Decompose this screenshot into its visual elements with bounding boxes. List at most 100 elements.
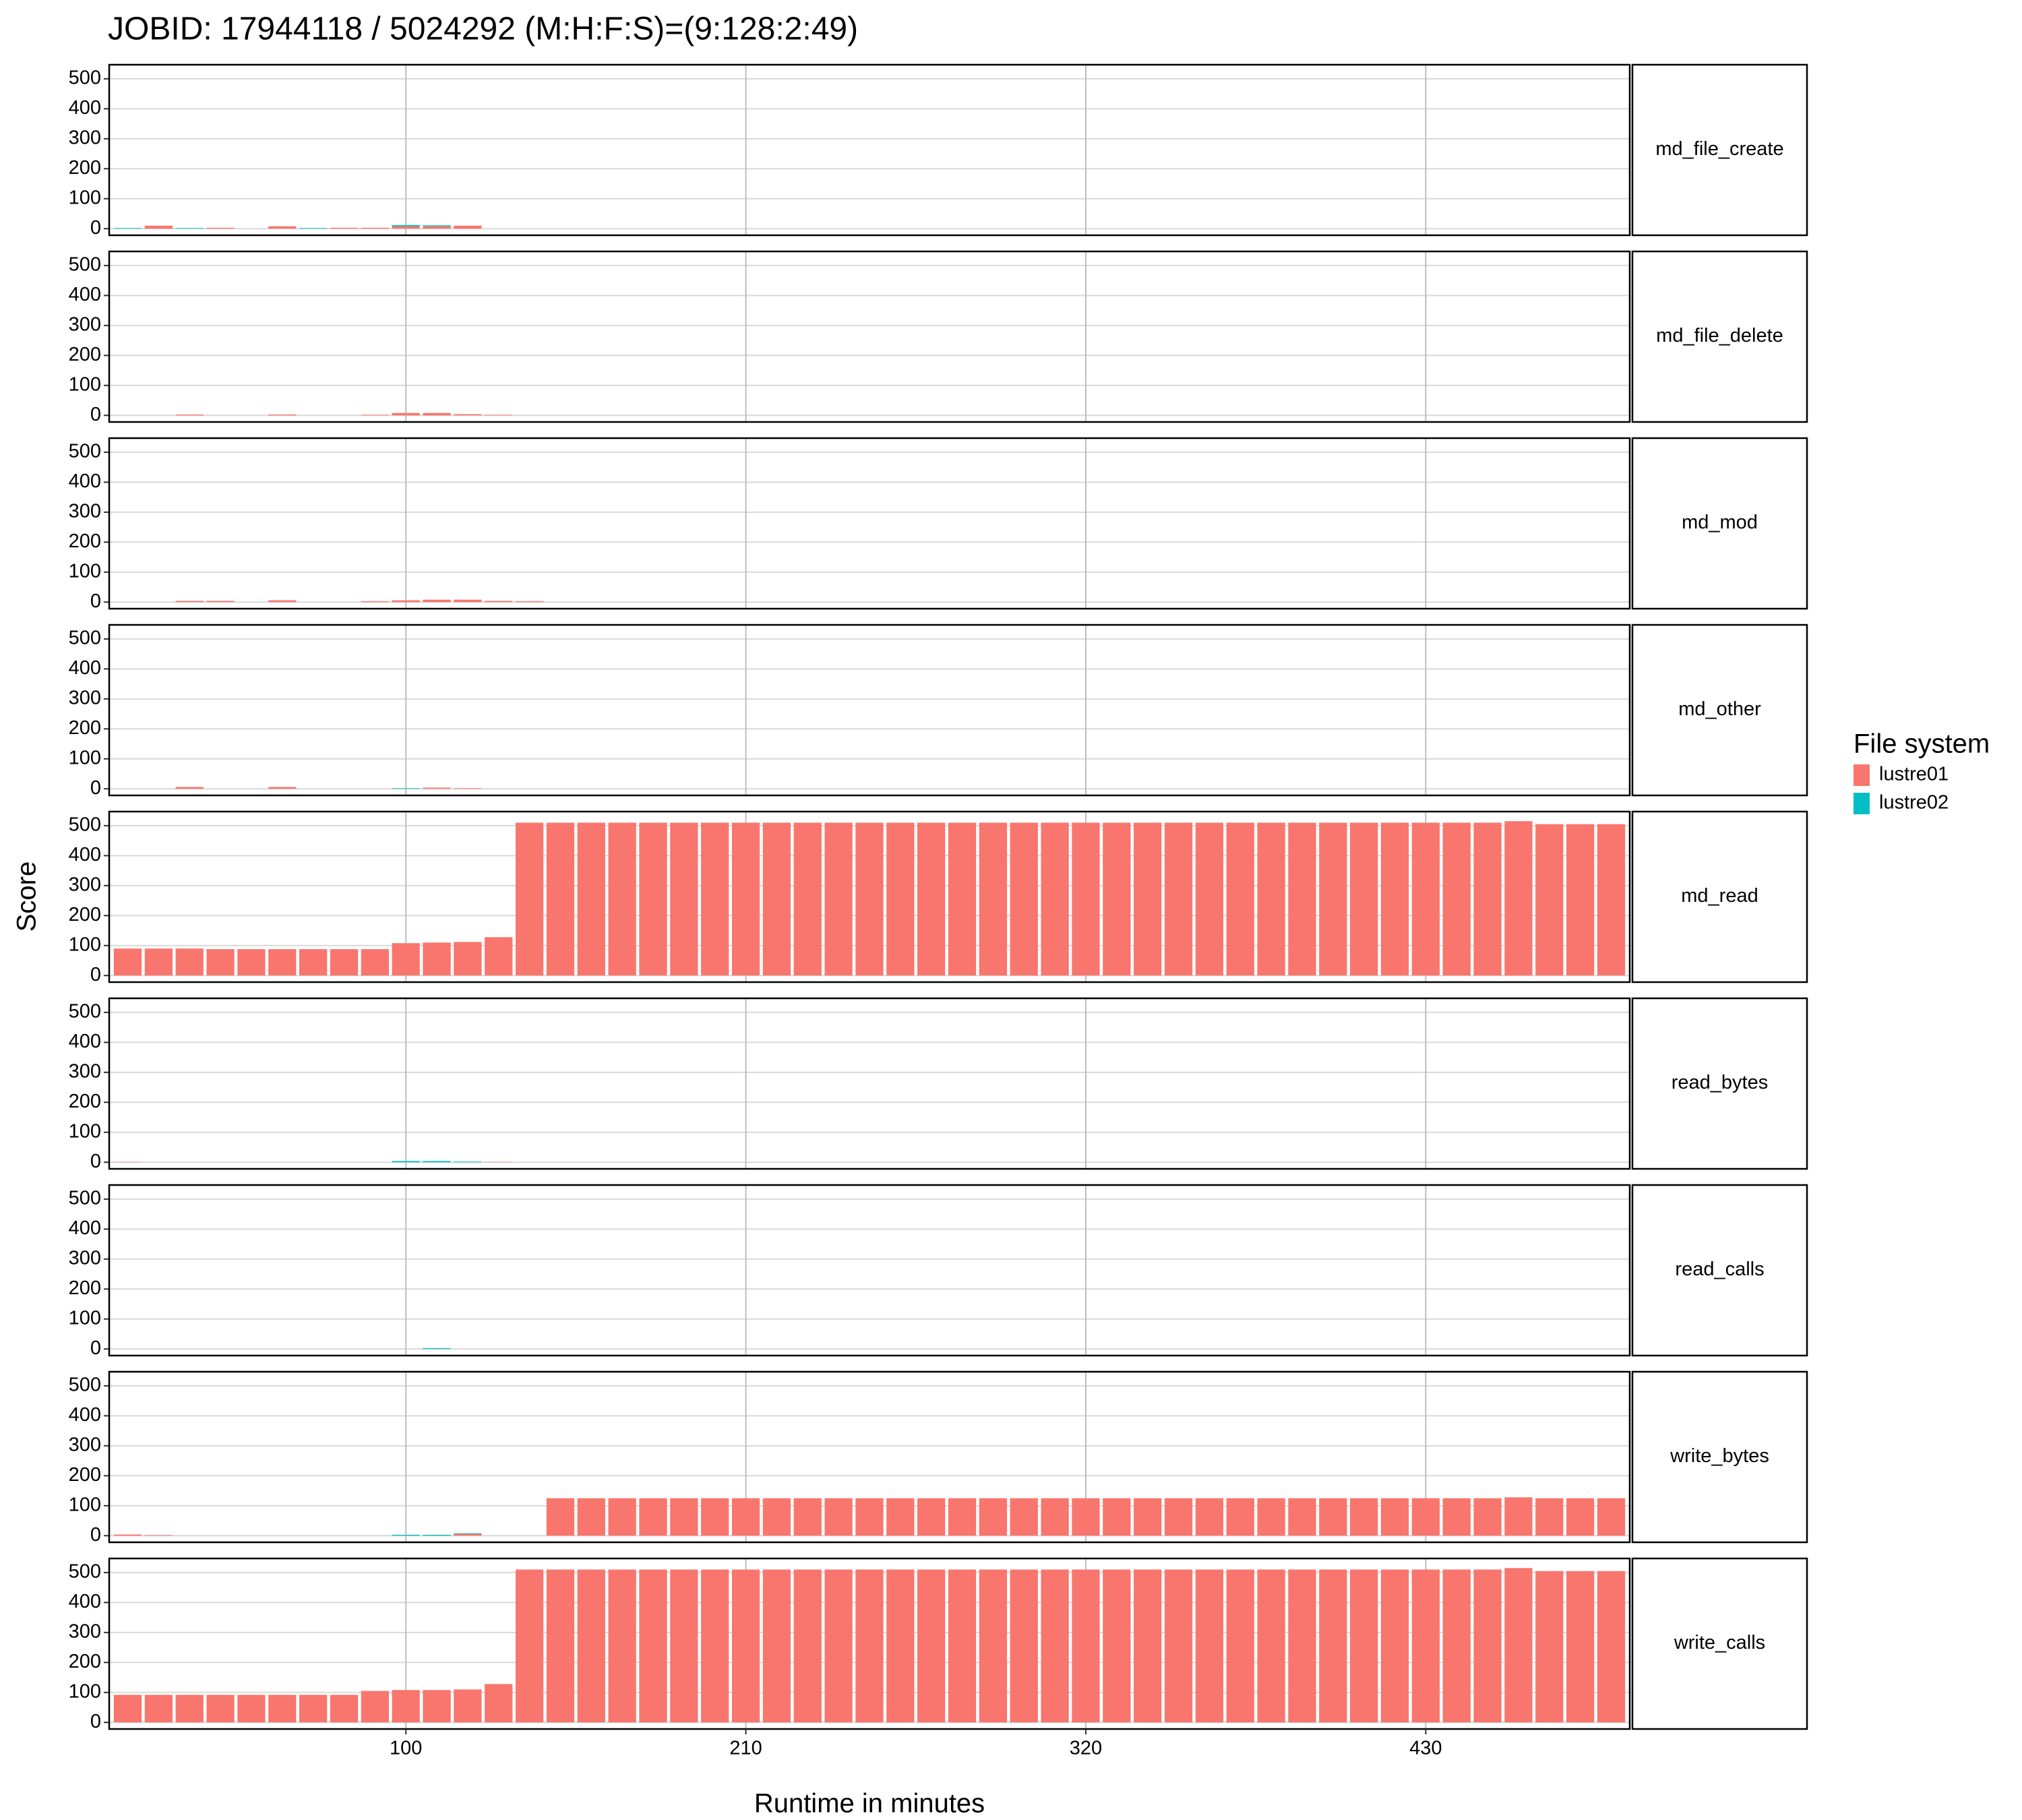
- strip-label: md_file_delete: [1656, 325, 1783, 346]
- x-tick-label: 100: [390, 1738, 422, 1759]
- bar: [1164, 822, 1193, 976]
- bar: [144, 948, 173, 976]
- bar: [917, 822, 946, 976]
- bar: [1195, 822, 1224, 976]
- bar: [1010, 822, 1038, 976]
- bar: [423, 599, 451, 603]
- y-tick-label: 300: [69, 874, 101, 895]
- bar: [175, 228, 204, 229]
- y-tick-label: 0: [90, 590, 101, 612]
- bar: [1442, 1498, 1471, 1536]
- y-tick-label: 500: [69, 1561, 101, 1583]
- y-tick-label: 400: [69, 284, 101, 305]
- strip-label: md_read: [1681, 885, 1758, 907]
- strip: [1631, 250, 1808, 423]
- bar: [237, 949, 266, 976]
- y-tick-label: 300: [69, 687, 101, 708]
- bar: [1103, 1498, 1131, 1536]
- bar: [1195, 1498, 1224, 1536]
- bar: [330, 949, 359, 976]
- bar: [144, 1695, 173, 1723]
- bar: [1380, 822, 1409, 976]
- y-tick-label: 500: [69, 628, 101, 649]
- bar: [979, 1498, 1008, 1536]
- bar: [392, 413, 420, 416]
- bar: [175, 1695, 204, 1723]
- bar: [113, 1534, 142, 1536]
- bar: [423, 1347, 451, 1349]
- bar: [824, 822, 853, 976]
- bar: [206, 1695, 235, 1723]
- y-tick-label: 200: [69, 530, 101, 552]
- bar: [1504, 821, 1533, 976]
- bar: [237, 1695, 266, 1723]
- bar: [515, 601, 544, 603]
- y-tick-label: 500: [69, 67, 101, 89]
- bar: [423, 1161, 451, 1163]
- bar: [1288, 1569, 1316, 1723]
- y-tick-label: 0: [90, 404, 101, 425]
- y-tick-label: 400: [69, 1217, 101, 1239]
- bar: [268, 600, 297, 603]
- bar: [1504, 1497, 1533, 1536]
- bar: [701, 1498, 729, 1536]
- bar: [361, 949, 389, 976]
- bar: [793, 822, 822, 976]
- strip-label: write_bytes: [1669, 1445, 1769, 1467]
- bar: [1411, 1569, 1440, 1723]
- panel-border: [108, 624, 1631, 797]
- panel-border: [108, 437, 1631, 610]
- bar: [113, 228, 142, 229]
- y-tick-label: 400: [69, 471, 101, 492]
- y-tick-label: 0: [90, 1337, 101, 1359]
- y-tick-label: 400: [69, 1031, 101, 1052]
- bar: [1134, 1569, 1162, 1723]
- bar: [886, 1498, 915, 1536]
- bar: [1350, 822, 1378, 976]
- bar: [670, 1569, 698, 1723]
- y-tick-label: 500: [69, 814, 101, 836]
- bar: [639, 1569, 667, 1723]
- legend-key: [1854, 793, 1870, 814]
- bar: [577, 822, 605, 976]
- bar: [392, 1161, 420, 1163]
- bar: [1072, 1569, 1100, 1723]
- y-tick-label: 100: [69, 1120, 101, 1142]
- bar: [1010, 1498, 1038, 1536]
- panel-background: [109, 438, 1630, 609]
- bar: [917, 1569, 946, 1723]
- bar: [454, 1534, 482, 1536]
- bar: [485, 937, 513, 976]
- y-tick-label: 300: [69, 500, 101, 522]
- bar: [299, 949, 328, 976]
- bar: [1041, 822, 1069, 976]
- bar: [1597, 1498, 1626, 1536]
- y-tick-label: 0: [90, 1151, 101, 1172]
- bar: [268, 787, 297, 789]
- bar: [515, 822, 544, 976]
- y-tick-label: 0: [90, 777, 101, 799]
- bar: [392, 943, 420, 976]
- bar: [392, 600, 420, 603]
- y-tick-label: 500: [69, 441, 101, 462]
- y-tick-label: 300: [69, 313, 101, 335]
- bar: [948, 1569, 977, 1723]
- strip: [1631, 437, 1808, 610]
- strip: [1631, 997, 1808, 1170]
- legend-key: [1854, 764, 1870, 786]
- bar: [762, 1498, 791, 1536]
- bar: [979, 1569, 1008, 1723]
- bar: [1226, 1498, 1254, 1536]
- panel-border: [108, 250, 1631, 423]
- bar: [1535, 1498, 1564, 1536]
- bar: [144, 225, 173, 229]
- bar: [1319, 822, 1347, 976]
- x-tick-label: 210: [729, 1738, 762, 1759]
- y-tick-label: 400: [69, 657, 101, 679]
- bar: [485, 1684, 513, 1723]
- bar: [1319, 1569, 1347, 1723]
- y-tick-label: 500: [69, 254, 101, 276]
- y-tick-label: 100: [69, 1494, 101, 1515]
- bar: [423, 225, 451, 226]
- bar: [454, 1161, 482, 1163]
